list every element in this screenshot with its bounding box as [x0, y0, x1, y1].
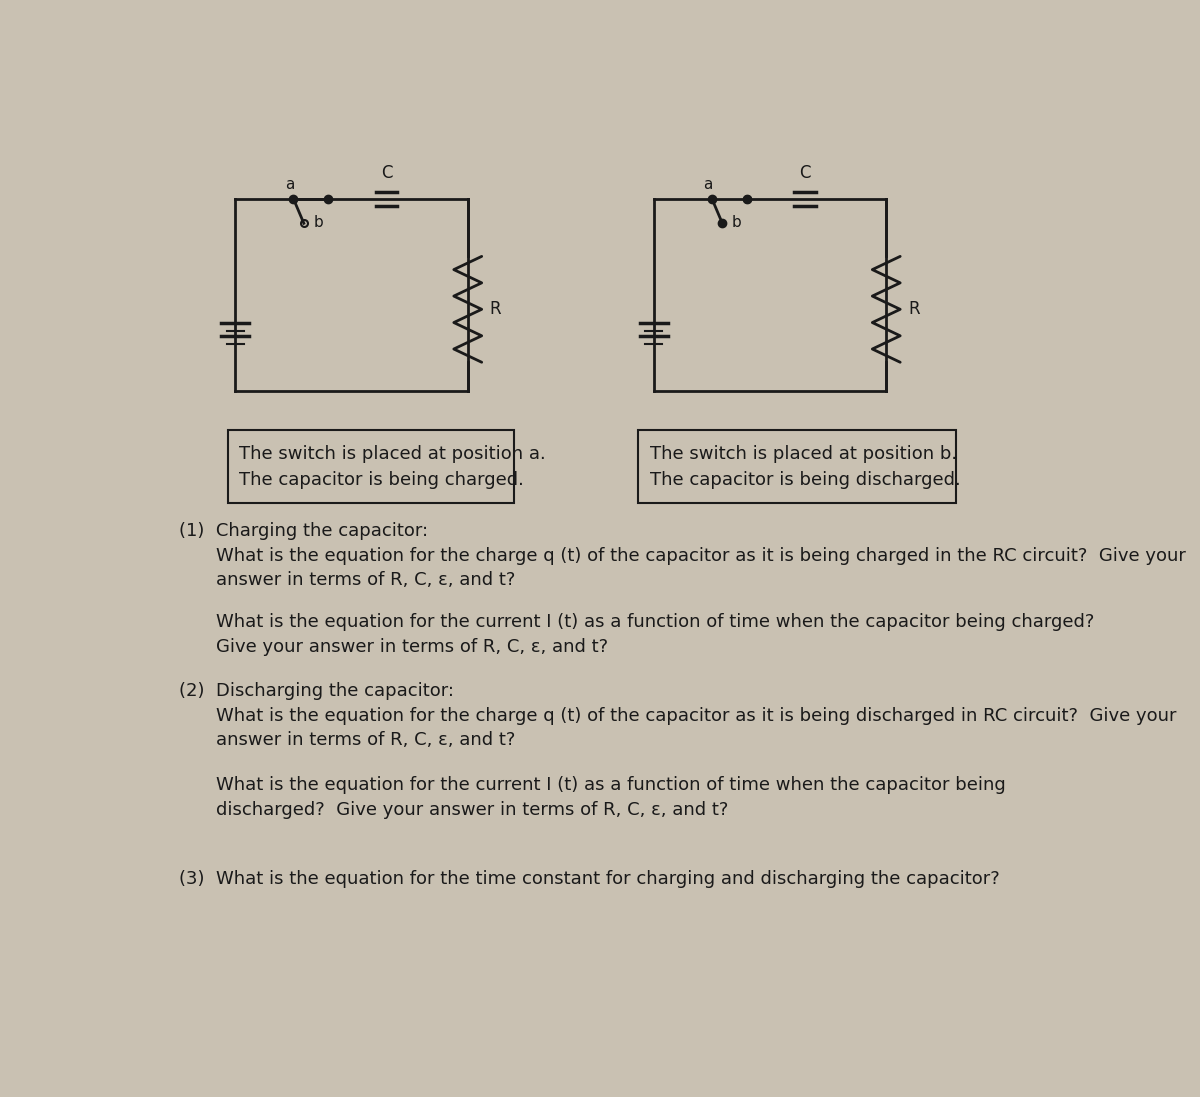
Text: discharged?  Give your answer in terms of R, C, ε, and t?: discharged? Give your answer in terms of… [216, 801, 728, 818]
Text: answer in terms of R, C, ε, and t?: answer in terms of R, C, ε, and t? [216, 732, 515, 749]
FancyBboxPatch shape [638, 430, 956, 502]
Text: The capacitor is being discharged.: The capacitor is being discharged. [650, 472, 961, 489]
FancyBboxPatch shape [228, 430, 515, 502]
Text: C: C [380, 163, 392, 182]
Text: (1)  Charging the capacitor:: (1) Charging the capacitor: [180, 522, 428, 540]
Text: The switch is placed at position b.: The switch is placed at position b. [650, 445, 958, 463]
Text: answer in terms of R, C, ε, and t?: answer in terms of R, C, ε, and t? [216, 572, 515, 589]
Text: What is the equation for the charge q (t) of the capacitor as it is being charge: What is the equation for the charge q (t… [216, 546, 1186, 565]
Text: R: R [490, 301, 502, 318]
Text: The switch is placed at position a.: The switch is placed at position a. [239, 445, 546, 463]
Text: a: a [703, 178, 713, 192]
Text: R: R [908, 301, 919, 318]
Text: (3)  What is the equation for the time constant for charging and discharging the: (3) What is the equation for the time co… [180, 870, 1001, 889]
Text: (2)  Discharging the capacitor:: (2) Discharging the capacitor: [180, 682, 455, 700]
Text: b: b [313, 215, 323, 230]
Text: b: b [732, 215, 742, 230]
Text: Give your answer in terms of R, C, ε, and t?: Give your answer in terms of R, C, ε, an… [216, 637, 608, 656]
Text: C: C [799, 163, 811, 182]
Text: a: a [284, 178, 294, 192]
Text: What is the equation for the charge q (t) of the capacitor as it is being discha: What is the equation for the charge q (t… [216, 706, 1176, 725]
Text: The capacitor is being charged.: The capacitor is being charged. [239, 472, 524, 489]
Text: What is the equation for the current I (t) as a function of time when the capaci: What is the equation for the current I (… [216, 777, 1006, 794]
Text: What is the equation for the current I (t) as a function of time when the capaci: What is the equation for the current I (… [216, 613, 1094, 631]
